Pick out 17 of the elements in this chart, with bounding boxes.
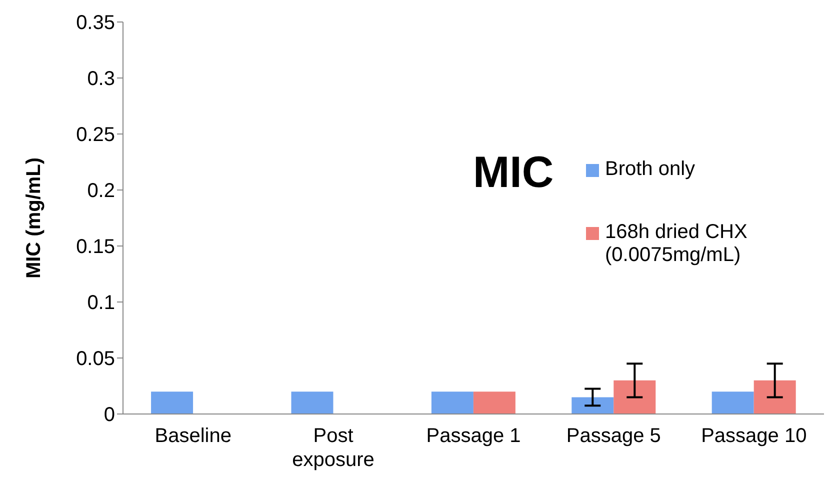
y-tick-label: 0.2 (87, 180, 115, 202)
legend-label: Broth only (605, 158, 696, 181)
legend-label: 168h dried CHX (0.0075mg/mL) (605, 221, 748, 267)
y-tick-label: 0 (104, 404, 115, 426)
x-tick-label: Passage 1 (425, 424, 522, 448)
y-tick-label: 0.1 (87, 292, 115, 314)
y-tick-label: 0.25 (76, 124, 115, 146)
y-axis-title: MIC (mg/mL) (23, 157, 46, 279)
y-tick-label: 0.35 (76, 12, 115, 34)
y-tick-label: 0.15 (76, 236, 115, 258)
x-tick-label: Baseline (154, 424, 232, 448)
x-tick-label: Passage 10 (700, 424, 808, 448)
x-tick-label: Passage 5 (565, 424, 662, 448)
text: MIC (473, 148, 554, 198)
x-tick-label: Post exposure (291, 424, 376, 472)
y-tick-label: 0.05 (76, 348, 115, 370)
y-tick-label: 0.3 (87, 68, 115, 90)
